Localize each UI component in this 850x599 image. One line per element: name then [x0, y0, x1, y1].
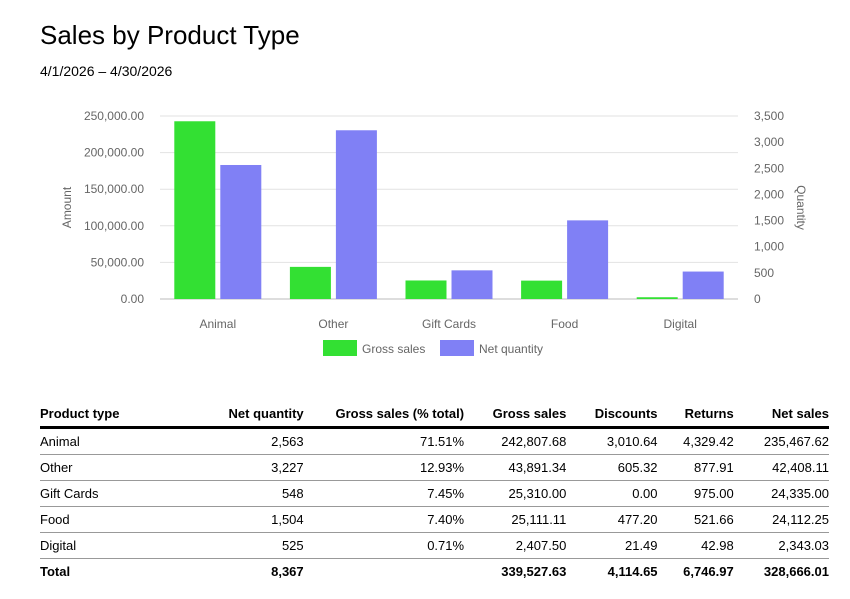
bar-gross-sales — [636, 297, 678, 299]
y2-tick-label: 3,000 — [754, 135, 784, 149]
cell-product-type: Food — [40, 506, 191, 533]
bar-gross-sales — [289, 266, 331, 299]
col-header-returns: Returns — [657, 402, 734, 429]
legend-label-gross-sales: Gross sales — [362, 342, 425, 356]
cell-product-type: Animal — [40, 427, 191, 455]
y2-tick-label: 3,500 — [754, 109, 784, 123]
cell-gross-sales: 43,891.34 — [464, 454, 567, 481]
cell-gross-sales-pct: 7.40% — [303, 506, 465, 533]
cell-discounts: 605.32 — [566, 454, 658, 481]
col-header-gross-sales: Gross sales — [464, 402, 567, 429]
cell-returns: 975.00 — [657, 480, 734, 507]
y2-tick-label: 2,500 — [754, 161, 784, 175]
total-net-quantity: 8,367 — [271, 564, 304, 579]
cell-discounts: 21.49 — [566, 532, 658, 559]
cell-product-type: Digital — [40, 532, 191, 559]
col-header-net-quantity: Net quantity — [190, 402, 304, 429]
bar-net-quantity — [682, 271, 724, 299]
table-total-row: Total 8,367 339,527.63 4,114.65 6,746.97… — [40, 559, 829, 585]
y-tick-label: 150,000.00 — [84, 182, 144, 196]
cell-gross-sales-pct: 7.45% — [303, 480, 465, 507]
y2-axis-title: Quantity — [794, 185, 808, 230]
table-row: Gift Cards 548 7.45% 25,310.00 0.00 975.… — [40, 480, 829, 507]
sales-chart: 0.00 50,000.00 100,000.00 150,000.00 200,000… — [60, 109, 808, 356]
cell-gross-sales-pct: 12.93% — [303, 454, 465, 481]
cell-net-sales: 24,335.00 — [733, 480, 829, 507]
cell-discounts: 0.00 — [566, 480, 658, 507]
y2-tick-label: 1,000 — [754, 240, 784, 254]
cell-returns: 877.91 — [657, 454, 734, 481]
y2-tick-label: 2,000 — [754, 187, 784, 201]
cell-returns: 4,329.42 — [657, 427, 734, 455]
x-tick-label: Animal — [199, 317, 236, 331]
y-tick-label: 250,000.00 — [84, 109, 144, 123]
legend-swatch-gross-sales — [323, 340, 357, 356]
cell-net-quantity: 2,563 — [190, 427, 304, 455]
sales-table: Product type Net quantity Gross sales (%… — [40, 402, 829, 584]
table-header-row: Product type Net quantity Gross sales (%… — [40, 402, 829, 429]
cell-net-sales: 42,408.11 — [733, 454, 829, 481]
total-net-sales: 328,666.01 — [763, 564, 829, 579]
x-tick-label: Gift Cards — [422, 317, 476, 331]
cell-net-quantity: 525 — [190, 532, 304, 559]
y2-tick-label: 500 — [754, 266, 774, 280]
cell-gross-sales-pct: 71.51% — [303, 427, 465, 455]
table-row: Other 3,227 12.93% 43,891.34 605.32 877.… — [40, 454, 829, 481]
col-header-net-sales: Net sales — [733, 402, 829, 429]
y2-tick-label: 1,500 — [754, 214, 784, 228]
y-tick-label: 50,000.00 — [91, 255, 145, 269]
table-row: Food 1,504 7.40% 25,111.11 477.20 521.66… — [40, 506, 829, 533]
date-range: 4/1/2026 – 4/30/2026 — [40, 63, 173, 79]
bar-gross-sales — [174, 121, 216, 300]
cell-gross-sales-pct: 0.71% — [303, 532, 465, 559]
bar-net-quantity — [335, 130, 377, 299]
col-header-discounts: Discounts — [566, 402, 658, 429]
bar-net-quantity — [567, 220, 609, 299]
cell-discounts: 3,010.64 — [566, 427, 658, 455]
total-label: Total — [40, 564, 71, 579]
col-header-gross-sales-pct: Gross sales (% total) — [303, 402, 465, 429]
cell-net-sales: 235,467.62 — [733, 427, 829, 455]
y-tick-label: 0.00 — [121, 292, 145, 306]
table-row: Animal 2,563 71.51% 242,807.68 3,010.64 … — [40, 427, 829, 455]
y-axis-title: Amount — [60, 186, 74, 228]
cell-net-quantity: 1,504 — [190, 506, 304, 533]
cell-returns: 42.98 — [657, 532, 734, 559]
table-row: Digital 525 0.71% 2,407.50 21.49 42.98 2… — [40, 532, 829, 559]
legend-swatch-net-quantity — [440, 340, 474, 356]
cell-gross-sales: 242,807.68 — [464, 427, 567, 455]
cell-gross-sales: 25,310.00 — [464, 480, 567, 507]
y-tick-label: 100,000.00 — [84, 219, 144, 233]
cell-gross-sales: 25,111.11 — [464, 506, 567, 533]
total-returns: 6,746.97 — [683, 564, 734, 579]
cell-net-sales: 2,343.03 — [733, 532, 829, 559]
cell-product-type: Gift Cards — [40, 480, 191, 507]
bar-net-quantity — [451, 270, 493, 299]
total-gross-sales: 339,527.63 — [501, 564, 567, 579]
total-gross-sales-pct — [304, 559, 464, 585]
page-title: Sales by Product Type — [40, 20, 300, 50]
x-tick-label: Food — [551, 317, 578, 331]
bar-net-quantity — [220, 164, 262, 299]
y-tick-label: 200,000.00 — [84, 146, 144, 160]
total-discounts: 4,114.65 — [607, 564, 658, 579]
cell-net-sales: 24,112.25 — [733, 506, 829, 533]
bar-gross-sales — [521, 280, 563, 299]
cell-discounts: 477.20 — [566, 506, 658, 533]
cell-net-quantity: 3,227 — [190, 454, 304, 481]
bar-gross-sales — [405, 280, 447, 299]
x-tick-label: Digital — [664, 317, 697, 331]
cell-returns: 521.66 — [657, 506, 734, 533]
cell-gross-sales: 2,407.50 — [464, 532, 567, 559]
col-header-product-type: Product type — [40, 402, 191, 429]
x-tick-label: Other — [318, 317, 348, 331]
y2-tick-label: 0 — [754, 292, 761, 306]
legend-label-net-quantity: Net quantity — [479, 342, 543, 356]
cell-product-type: Other — [40, 454, 191, 481]
cell-net-quantity: 548 — [190, 480, 304, 507]
